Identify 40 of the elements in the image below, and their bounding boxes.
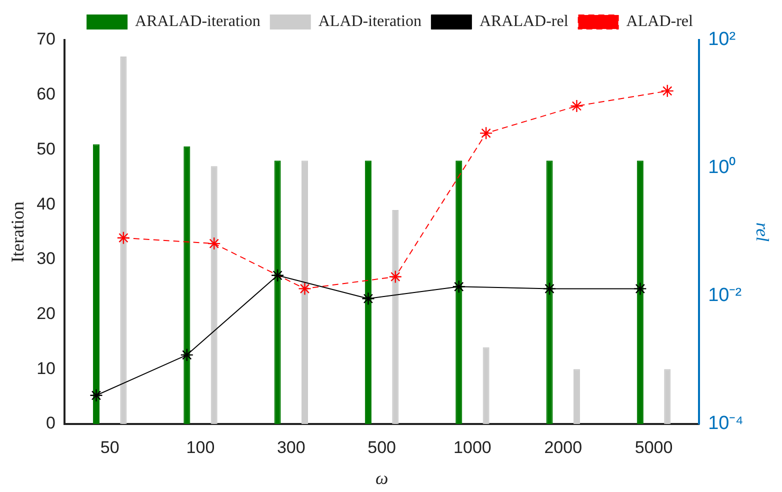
bar — [392, 210, 399, 424]
x-tick-label: 1000 — [454, 438, 492, 457]
bar — [210, 166, 218, 424]
bar — [184, 146, 190, 424]
y-tick-label: 30 — [36, 249, 56, 268]
y-tick-label: 60 — [36, 84, 56, 104]
bar — [120, 56, 127, 424]
legend-label: ARALAD-rel — [479, 13, 569, 30]
y-tick-label: 70 — [36, 30, 56, 49]
y-axis-title: Iteration — [8, 202, 28, 262]
y-tick-label: 0 — [46, 414, 56, 433]
y-tick-label: 50 — [36, 139, 56, 158]
legend-label: ALAD-iteration — [318, 13, 422, 30]
x-tick-label: 300 — [276, 438, 306, 457]
y2-tick-label: 10² — [708, 29, 736, 50]
bar — [482, 347, 490, 424]
bar — [301, 160, 308, 424]
x-tick-label: 2000 — [544, 438, 582, 457]
y-tick-label: 20 — [36, 304, 56, 323]
x-axis-title: ω — [375, 468, 388, 488]
legend-label: ARALAD-iteration — [135, 13, 260, 30]
bar — [664, 369, 671, 424]
y-tick-label: 10 — [36, 358, 56, 378]
y2-tick-label: 10⁻⁴ — [708, 413, 744, 434]
bar — [92, 144, 100, 424]
y2-tick-label: 10⁰ — [708, 156, 736, 178]
x-tick-label: 100 — [186, 438, 215, 457]
y2-tick-label: 10⁻² — [708, 285, 742, 306]
bar — [274, 160, 281, 424]
x-tick-label: 50 — [100, 438, 120, 457]
bar — [573, 369, 580, 424]
bar — [456, 160, 462, 424]
legend-label: ALAD-rel — [626, 13, 694, 30]
y2-axis-title: rel — [752, 222, 772, 242]
y-tick-label: 40 — [36, 194, 56, 214]
x-tick-label: 500 — [368, 438, 396, 457]
x-tick-label: 5000 — [634, 438, 673, 457]
bar — [636, 160, 644, 424]
bar — [364, 160, 372, 424]
bar — [546, 160, 553, 424]
